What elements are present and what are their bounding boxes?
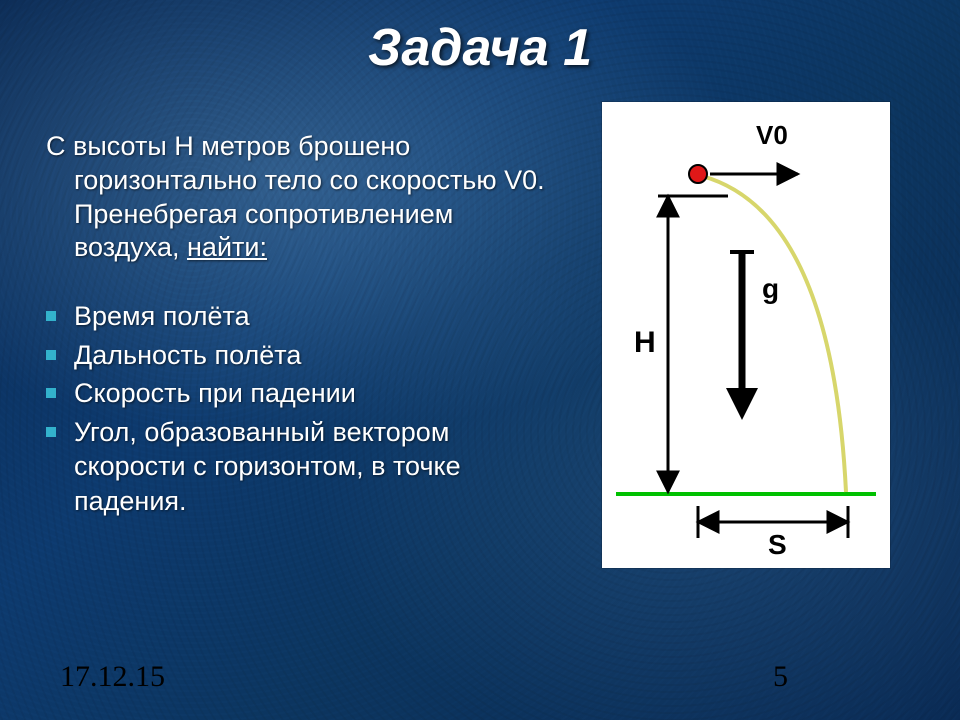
diagram-svg: H g V0 S [602,102,890,568]
bullet-list: Время полёта Дальность полёта Скорость п… [46,299,546,518]
list-item: Время полёта [46,299,546,334]
trajectory-curve [702,176,846,492]
list-item-label: Время полёта [74,301,250,331]
list-item-label: Угол, образованный вектором скорости с г… [74,417,461,516]
list-item-label: Дальность полёта [74,340,301,370]
g-arrow-head [726,388,758,420]
g-label: g [762,273,779,304]
slide: Задача 1 С высоты H метров брошено гориз… [0,0,960,720]
intro-prefix: С высоты H метров брошено горизонтально … [46,131,545,262]
v0-label: V0 [756,120,788,150]
list-item: Дальность полёта [46,338,546,373]
slide-title: Задача 1 [0,18,960,78]
list-item-label: Скорость при падении [74,378,356,408]
projectile-ball [689,165,707,183]
footer-page-number: 5 [773,660,788,694]
intro-underlined: найти: [187,232,267,262]
problem-statement: С высоты H метров брошено горизонтально … [46,130,546,265]
s-label: S [768,529,787,560]
body-text-area: С высоты H метров брошено горизонтально … [46,130,546,522]
h-label: H [634,326,656,359]
list-item: Скорость при падении [46,376,546,411]
footer-date: 17.12.15 [60,660,165,694]
physics-diagram: H g V0 S [602,102,890,568]
list-item: Угол, образованный вектором скорости с г… [46,415,546,519]
